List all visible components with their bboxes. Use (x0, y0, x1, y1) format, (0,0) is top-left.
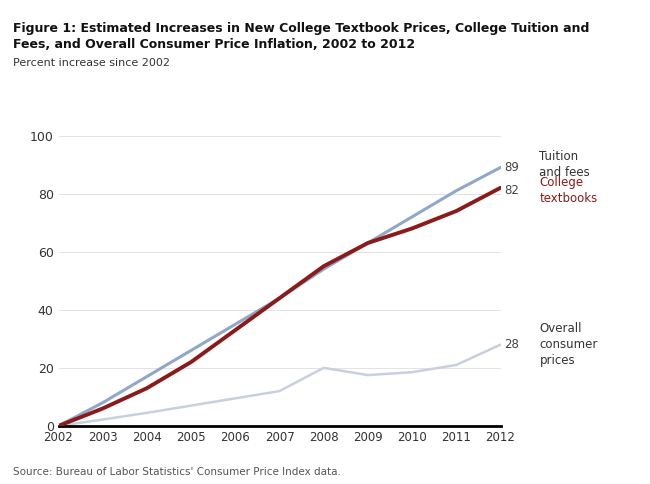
Text: Overall
consumer
prices: Overall consumer prices (540, 322, 598, 367)
Text: Percent increase since 2002: Percent increase since 2002 (13, 58, 170, 68)
Text: Source: Bureau of Labor Statistics' Consumer Price Index data.: Source: Bureau of Labor Statistics' Cons… (13, 467, 341, 477)
Text: 82: 82 (504, 184, 519, 197)
Text: 28: 28 (504, 338, 519, 351)
Text: College
textbooks: College textbooks (540, 176, 597, 205)
Text: Tuition
and fees: Tuition and fees (540, 150, 590, 179)
Text: 89: 89 (504, 161, 519, 174)
Text: Figure 1: Estimated Increases in New College Textbook Prices, College Tuition an: Figure 1: Estimated Increases in New Col… (13, 22, 590, 35)
Text: Fees, and Overall Consumer Price Inflation, 2002 to 2012: Fees, and Overall Consumer Price Inflati… (13, 38, 415, 51)
